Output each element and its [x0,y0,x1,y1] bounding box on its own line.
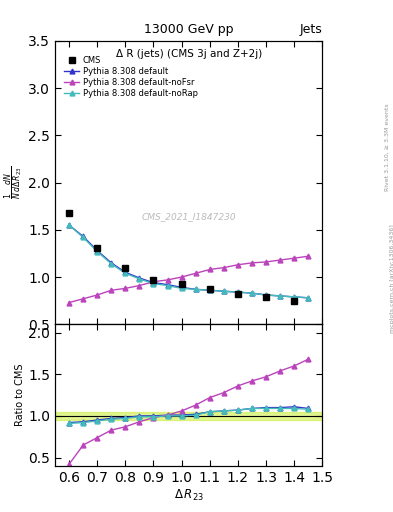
Pythia 8.308 default-noRap [95,248,99,254]
Pythia 8.308 default-noRap [179,285,184,291]
CMS [95,245,99,251]
Pythia 8.308 default-noFsr [109,287,114,293]
Pythia 8.308 default-noFsr [179,274,184,280]
CMS [264,294,268,300]
Pythia 8.308 default [208,287,212,293]
Pythia 8.308 default-noFsr [221,265,226,271]
Pythia 8.308 default-noFsr [306,253,310,260]
Pythia 8.308 default [151,280,156,286]
Text: 13000 GeV pp: 13000 GeV pp [144,23,233,36]
Pythia 8.308 default [250,290,254,296]
Pythia 8.308 default-noFsr [67,300,72,306]
CMS [292,297,296,304]
Pythia 8.308 default-noRap [250,290,254,296]
Pythia 8.308 default [81,233,86,240]
Y-axis label: $\frac{1}{N}\frac{dN}{d\Delta\,R_{23}}$: $\frac{1}{N}\frac{dN}{d\Delta\,R_{23}}$ [3,166,26,199]
Pythia 8.308 default-noRap [193,286,198,292]
CMS [208,286,212,292]
Pythia 8.308 default [165,282,170,288]
Pythia 8.308 default-noRap [235,289,240,295]
Pythia 8.308 default-noFsr [151,279,156,285]
CMS [151,277,156,283]
Line: Pythia 8.308 default-noFsr: Pythia 8.308 default-noFsr [67,254,310,305]
Text: Δ R (jets) (CMS 3j and Z+2j): Δ R (jets) (CMS 3j and Z+2j) [116,50,262,59]
Text: Rivet 3.1.10, ≥ 3.3M events: Rivet 3.1.10, ≥ 3.3M events [385,103,389,191]
Pythia 8.308 default [123,269,128,275]
Text: CMS_2021_I1847230: CMS_2021_I1847230 [141,212,236,221]
CMS [67,210,72,216]
Pythia 8.308 default [67,222,72,228]
Pythia 8.308 default-noFsr [137,283,142,289]
Pythia 8.308 default-noFsr [208,266,212,272]
Legend: CMS, Pythia 8.308 default, Pythia 8.308 default-noFsr, Pythia 8.308 default-noRa: CMS, Pythia 8.308 default, Pythia 8.308 … [62,54,200,101]
Text: mcplots.cern.ch [arXiv:1306.3436]: mcplots.cern.ch [arXiv:1306.3436] [390,225,393,333]
Pythia 8.308 default-noFsr [250,260,254,266]
Pythia 8.308 default-noFsr [81,296,86,302]
Pythia 8.308 default-noRap [221,288,226,294]
Line: Pythia 8.308 default-noRap: Pythia 8.308 default-noRap [67,223,310,300]
Pythia 8.308 default [306,295,310,301]
Pythia 8.308 default-noRap [67,222,72,228]
X-axis label: $\Delta\,R_{23}$: $\Delta\,R_{23}$ [174,487,204,503]
CMS [123,265,128,271]
Pythia 8.308 default [292,294,296,300]
Pythia 8.308 default-noRap [208,287,212,293]
Line: Pythia 8.308 default: Pythia 8.308 default [67,223,310,300]
Pythia 8.308 default-noFsr [123,285,128,291]
Y-axis label: Ratio to CMS: Ratio to CMS [15,364,26,426]
Pythia 8.308 default-noRap [306,295,310,301]
Pythia 8.308 default-noFsr [292,255,296,261]
Pythia 8.308 default [109,260,114,266]
Pythia 8.308 default-noFsr [278,257,283,263]
Pythia 8.308 default-noRap [165,283,170,289]
Pythia 8.308 default [179,284,184,290]
CMS [235,291,240,297]
Pythia 8.308 default-noFsr [235,262,240,268]
Pythia 8.308 default-noRap [264,292,268,298]
Bar [55,412,322,420]
Pythia 8.308 default [278,293,283,299]
Pythia 8.308 default [95,247,99,253]
CMS [179,281,184,287]
Pythia 8.308 default-noRap [81,234,86,241]
Pythia 8.308 default [235,289,240,295]
Pythia 8.308 default [221,288,226,294]
Pythia 8.308 default-noFsr [95,292,99,298]
Text: Jets: Jets [299,23,322,36]
Pythia 8.308 default-noFsr [264,259,268,265]
Line: CMS: CMS [66,210,297,304]
Pythia 8.308 default [264,292,268,298]
Pythia 8.308 default-noRap [278,293,283,299]
Pythia 8.308 default-noRap [109,261,114,267]
Pythia 8.308 default-noFsr [193,270,198,276]
Pythia 8.308 default-noRap [137,276,142,282]
Pythia 8.308 default [193,286,198,292]
Pythia 8.308 default-noRap [151,281,156,287]
Pythia 8.308 default-noRap [123,270,128,276]
Pythia 8.308 default-noRap [292,294,296,300]
Pythia 8.308 default [137,275,142,281]
Pythia 8.308 default-noFsr [165,277,170,283]
